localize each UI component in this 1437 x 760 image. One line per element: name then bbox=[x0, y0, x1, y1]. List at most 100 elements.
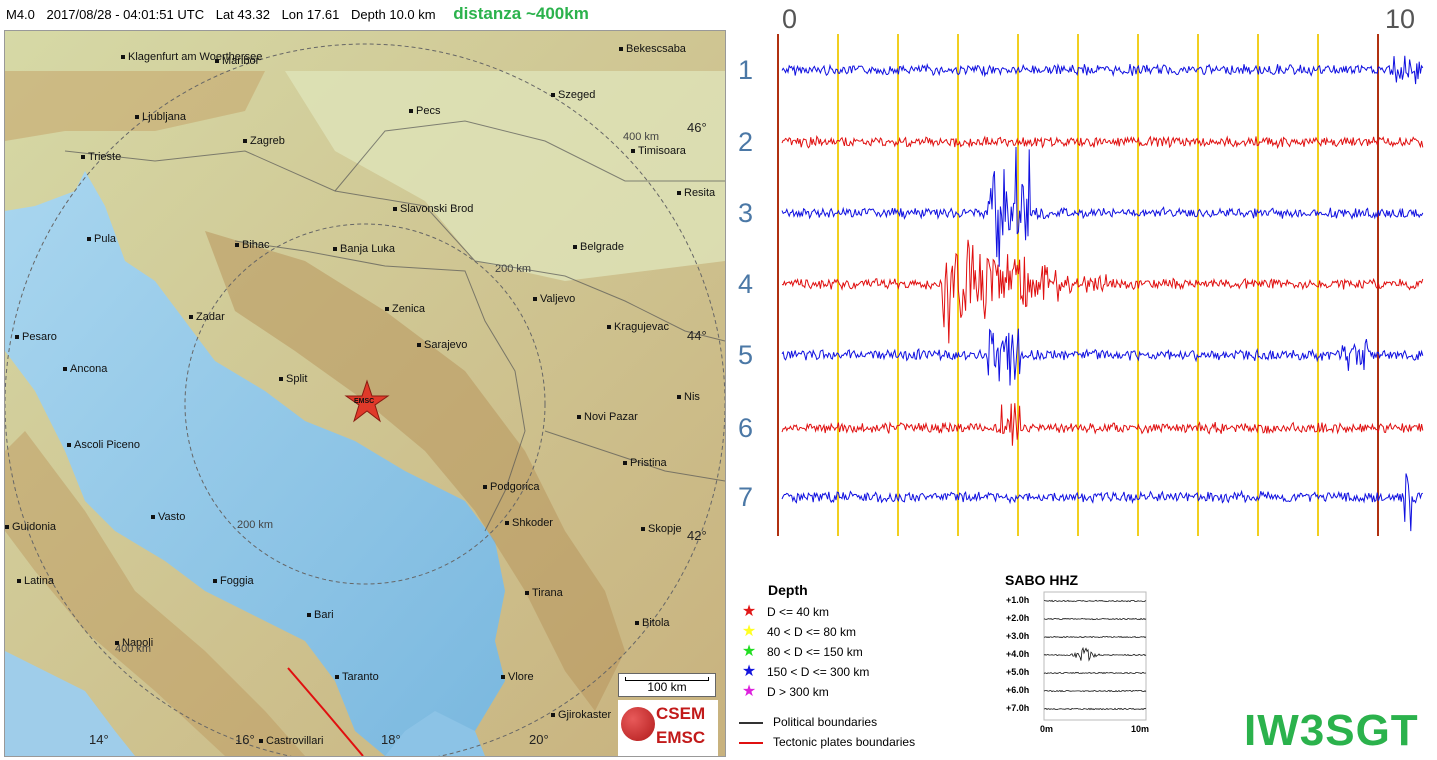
city-marker-icon bbox=[259, 739, 263, 744]
helicorder-chart bbox=[1043, 591, 1147, 721]
ring-label: 200 km bbox=[495, 263, 532, 275]
city-name: Zadar bbox=[196, 311, 225, 323]
legend-item-label: Tectonic plates boundaries bbox=[773, 735, 916, 749]
ionian-sea bbox=[385, 711, 485, 756]
lat-label: 46° bbox=[687, 120, 707, 135]
city-marker-icon bbox=[677, 395, 681, 400]
seismic-trace bbox=[781, 55, 1424, 85]
city-marker-icon bbox=[243, 139, 247, 144]
city-name: Foggia bbox=[220, 575, 254, 587]
border-line bbox=[64, 150, 725, 342]
helicorder-x-end: 10m bbox=[1131, 724, 1150, 734]
helicorder-trace bbox=[1044, 599, 1147, 603]
epicenter-map: Klagenfurt am Woerthersee Maribor Bekescsa… bbox=[4, 30, 726, 757]
trace-row-label: 4 bbox=[738, 269, 754, 299]
star-icon: ★ bbox=[741, 643, 757, 660]
legend-line-item: Tectonic plates boundaries bbox=[739, 732, 915, 752]
legend-item-label: 40 < D <= 80 km bbox=[767, 625, 857, 639]
seismic-trace bbox=[781, 239, 1424, 344]
city-marker-icon bbox=[87, 237, 91, 242]
trace-row-label: 3 bbox=[738, 198, 754, 228]
city-label: Pula bbox=[87, 233, 116, 245]
city-name: Taranto bbox=[342, 671, 379, 683]
city-marker-icon bbox=[115, 641, 119, 646]
ring-400km bbox=[5, 43, 725, 756]
line-swatch-icon bbox=[739, 741, 763, 744]
city-label: Sarajevo bbox=[417, 339, 467, 351]
city-name: Pesaro bbox=[22, 331, 57, 343]
city-name: Shkoder bbox=[512, 517, 553, 529]
ring-label: 200 km bbox=[237, 519, 274, 531]
legend-item-label: 150 < D <= 300 km bbox=[767, 665, 870, 679]
helicorder-row-label: +4.0h bbox=[1006, 649, 1030, 659]
city-marker-icon bbox=[533, 297, 537, 302]
city-label: Vasto bbox=[151, 511, 185, 523]
city-marker-icon bbox=[215, 59, 219, 64]
helicorder-row-label: +3.0h bbox=[1006, 631, 1030, 641]
city-name: Vlore bbox=[508, 671, 534, 683]
seismic-trace bbox=[781, 403, 1424, 446]
city-label: Gjirokaster bbox=[551, 709, 611, 721]
time-end-label: 10 bbox=[1385, 4, 1416, 34]
lon-label: 18° bbox=[381, 732, 401, 747]
city-name: Zagreb bbox=[250, 135, 285, 147]
city-marker-icon bbox=[607, 325, 611, 330]
city-marker-icon bbox=[417, 343, 421, 348]
city-name: Ancona bbox=[70, 363, 108, 375]
tectonic-boundary bbox=[287, 667, 364, 756]
star-icon: ★ bbox=[741, 683, 757, 700]
ring-label: 400 km bbox=[115, 643, 152, 655]
helicorder-frame bbox=[1043, 591, 1147, 721]
helicorder-trace bbox=[1043, 689, 1147, 693]
city-label: Shkoder bbox=[505, 517, 553, 529]
city-marker-icon bbox=[189, 315, 193, 320]
trace-row-label: 5 bbox=[738, 340, 754, 370]
helicorder-row-label: +6.0h bbox=[1006, 685, 1030, 695]
city-marker-icon bbox=[551, 713, 555, 718]
city-label: Kragujevac bbox=[607, 321, 669, 333]
city-label: Ascoli Piceno bbox=[67, 439, 140, 451]
city-marker-icon bbox=[213, 579, 217, 584]
legend-item-label: 80 < D <= 150 km bbox=[767, 645, 863, 659]
seismic-trace bbox=[781, 473, 1424, 532]
trace-row-label: 6 bbox=[738, 413, 754, 443]
city-name: Guidonia bbox=[12, 521, 57, 533]
city-marker-icon bbox=[619, 47, 623, 52]
seismic-trace bbox=[781, 328, 1424, 386]
epicenter-star bbox=[344, 379, 390, 423]
legend-line-item: Political boundaries bbox=[739, 712, 877, 732]
event-lon: Lon 17.61 bbox=[281, 7, 340, 22]
city-label: Resita bbox=[677, 187, 715, 199]
city-name: Pristina bbox=[630, 457, 667, 469]
city-marker-icon bbox=[333, 247, 337, 252]
star-icon: ★ bbox=[741, 623, 757, 640]
city-name: Kragujevac bbox=[614, 321, 670, 333]
city-marker-icon bbox=[631, 149, 635, 154]
tyrrhenian-sea bbox=[5, 651, 135, 756]
city-marker-icon bbox=[307, 613, 311, 618]
city-label: Split bbox=[279, 373, 307, 385]
legend-depth-item: ★ D > 300 km bbox=[739, 682, 829, 702]
city-label: Szeged bbox=[551, 89, 595, 101]
lon-label: 20° bbox=[529, 732, 549, 747]
legend-depth-item: ★ 80 < D <= 150 km bbox=[739, 642, 863, 662]
city-name: Pula bbox=[94, 233, 117, 245]
ring-label: 400 km bbox=[623, 131, 660, 143]
city-label: Zadar bbox=[189, 311, 225, 323]
city-marker-icon bbox=[279, 377, 283, 382]
city-marker-icon bbox=[121, 55, 125, 60]
city-marker-icon bbox=[573, 245, 577, 250]
legend-depth-item: ★ 40 < D <= 80 km bbox=[739, 622, 856, 642]
city-name: Klagenfurt am Woerthersee bbox=[128, 51, 263, 63]
city-marker-icon bbox=[335, 675, 339, 680]
city-name: Banja Luka bbox=[340, 243, 396, 255]
city-marker-icon bbox=[677, 191, 681, 196]
city-name: Novi Pazar bbox=[584, 411, 638, 423]
legend-item-label: D > 300 km bbox=[767, 685, 829, 699]
city-label: Banja Luka bbox=[333, 243, 395, 255]
legend-title: Depth bbox=[768, 582, 808, 598]
border-line bbox=[234, 240, 526, 532]
lon-label: 14° bbox=[89, 732, 109, 747]
alps bbox=[5, 71, 265, 141]
city-marker-icon bbox=[551, 93, 555, 98]
